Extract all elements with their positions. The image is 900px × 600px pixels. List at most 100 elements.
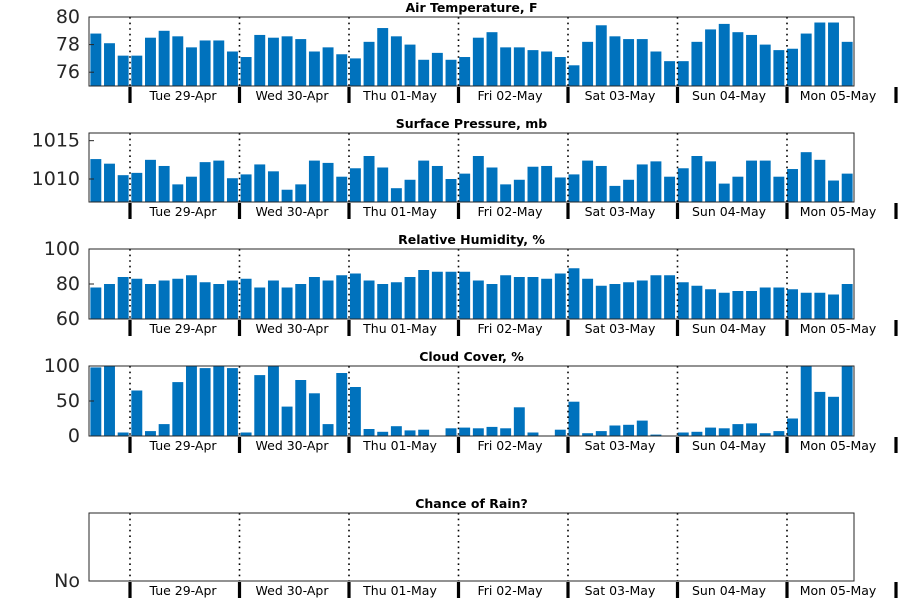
bar — [308, 160, 320, 202]
bar — [390, 282, 402, 319]
bar — [773, 176, 785, 202]
bar — [691, 285, 703, 319]
bar — [226, 178, 238, 202]
x-tick-label: Sat 03-May — [585, 204, 656, 219]
bar — [172, 382, 184, 436]
bar — [445, 271, 457, 319]
bar — [240, 278, 252, 319]
bar — [308, 277, 320, 319]
bar — [814, 391, 826, 436]
bar — [185, 366, 197, 436]
bar — [759, 287, 771, 319]
x-tick-label: Fri 02-May — [477, 438, 543, 453]
x-tick-label: Tue 29-Apr — [148, 583, 217, 598]
bar — [554, 177, 566, 202]
bar — [800, 33, 812, 86]
bar — [349, 273, 361, 319]
x-tick-label: Sun 04-May — [692, 88, 767, 103]
y-tick-label: 80 — [56, 273, 80, 295]
x-tick-label: Mon 05-May — [800, 583, 877, 598]
bar — [104, 366, 115, 436]
bar — [172, 36, 184, 86]
bar — [527, 166, 539, 202]
x-tick-label: Mon 05-May — [800, 204, 877, 219]
bar — [472, 280, 484, 319]
bar — [158, 30, 170, 86]
bar — [377, 284, 389, 319]
bar — [254, 34, 266, 86]
x-tick-label: Sat 03-May — [585, 438, 656, 453]
x-tick-label: Sat 03-May — [585, 88, 656, 103]
x-tick-label: Wed 30-Apr — [256, 438, 330, 453]
x-tick-label: Wed 30-Apr — [256, 321, 330, 336]
bar — [459, 57, 471, 86]
bar — [213, 284, 225, 319]
bar — [841, 284, 853, 319]
x-tick-label: Fri 02-May — [477, 204, 543, 219]
bar — [787, 48, 798, 86]
bar — [336, 176, 348, 202]
bar — [404, 179, 416, 202]
bar — [185, 275, 197, 319]
y-tick-label: 78 — [56, 34, 80, 56]
bar — [322, 47, 334, 86]
bar — [568, 65, 580, 86]
bar — [541, 51, 553, 86]
bar — [254, 375, 266, 436]
bar — [131, 55, 143, 86]
axes-box — [88, 16, 855, 87]
bar — [705, 29, 717, 87]
x-tick-label: Thu 01-May — [362, 438, 437, 453]
bar — [104, 163, 115, 202]
bar — [636, 280, 648, 319]
bar — [418, 429, 430, 436]
bar — [841, 173, 853, 202]
bar — [650, 51, 662, 86]
bar — [472, 428, 484, 436]
bar — [582, 41, 594, 86]
bar — [718, 292, 730, 319]
bar — [609, 36, 621, 86]
panel-5: Chance of Rain? No Tue 29-Apr Wed 30-Apr Thu… — [54, 496, 898, 598]
bar — [308, 393, 320, 436]
bar — [841, 41, 853, 86]
bar — [787, 289, 798, 319]
bar — [145, 431, 156, 436]
bar — [199, 162, 211, 202]
y-tick-label: 50 — [56, 390, 80, 412]
bar — [131, 278, 143, 319]
bar — [90, 33, 102, 86]
bar — [172, 278, 184, 319]
bar — [513, 47, 525, 86]
bar — [814, 22, 826, 86]
bar — [117, 432, 129, 436]
bar — [472, 156, 484, 202]
x-tick-label: Sat 03-May — [585, 583, 656, 598]
y-tick-label: 76 — [56, 61, 80, 83]
bar — [390, 426, 402, 436]
x-tick-label: Mon 05-May — [800, 88, 877, 103]
y-tick-label: 1010 — [32, 168, 80, 190]
bar — [431, 52, 443, 86]
bar — [226, 368, 238, 436]
bar — [718, 428, 730, 436]
x-tick-label: Sun 04-May — [692, 583, 767, 598]
bar — [773, 431, 785, 436]
bar — [349, 387, 361, 436]
bar — [609, 284, 621, 319]
bar — [404, 44, 416, 86]
bar — [418, 59, 430, 86]
bar — [418, 270, 430, 319]
x-tick-label: Wed 30-Apr — [256, 583, 330, 598]
bar — [295, 184, 307, 202]
bar — [281, 189, 293, 202]
panel-title: Relative Humidity, % — [398, 232, 545, 247]
bar — [541, 278, 553, 319]
y-tick-label: No — [54, 570, 80, 592]
bar — [158, 280, 170, 319]
bar — [691, 431, 703, 436]
bar — [390, 188, 402, 202]
bar — [664, 61, 676, 86]
bar — [377, 28, 389, 86]
